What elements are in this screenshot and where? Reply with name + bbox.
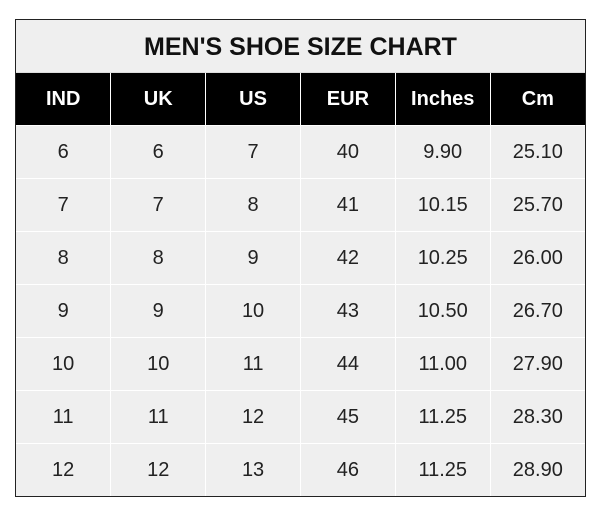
table-cell: 10.50 <box>394 284 491 338</box>
table-cell: 8 <box>16 231 111 285</box>
table-cell: 6 <box>110 125 206 179</box>
table-cell: 9.90 <box>394 125 491 179</box>
table-cell: 11.25 <box>394 443 491 496</box>
size-chart: MEN'S SHOE SIZE CHART IND UK US EUR Inches Cm… <box>15 19 586 497</box>
table-cell: 46 <box>299 443 396 496</box>
table-cell: 9 <box>110 284 206 338</box>
table-cell: 11 <box>16 390 111 444</box>
column-header: IND <box>16 73 111 126</box>
table-row: 9 9 10 43 10.50 26.70 <box>16 284 585 338</box>
table-cell: 43 <box>299 284 396 338</box>
table-cell: 8 <box>205 178 301 232</box>
header-row: IND UK US EUR Inches Cm <box>16 73 585 126</box>
size-table: IND UK US EUR Inches Cm 6 6 7 40 9.90 25.10 7 7 8 41 10… <box>16 73 585 496</box>
table-cell: 6 <box>16 125 111 179</box>
table-cell: 26.00 <box>489 231 585 285</box>
table-cell: 25.70 <box>489 178 585 232</box>
column-header: UK <box>110 73 206 126</box>
table-row: 12 12 13 46 11.25 28.90 <box>16 443 585 496</box>
table-cell: 41 <box>299 178 396 232</box>
table-cell: 9 <box>16 284 111 338</box>
table-cell: 8 <box>110 231 206 285</box>
table-row: 7 7 8 41 10.15 25.70 <box>16 178 585 232</box>
table-cell: 26.70 <box>489 284 585 338</box>
column-header: US <box>205 73 301 126</box>
table-cell: 9 <box>205 231 301 285</box>
table-cell: 25.10 <box>489 125 585 179</box>
table-cell: 12 <box>16 443 111 496</box>
column-header: Cm <box>489 73 585 126</box>
table-cell: 42 <box>299 231 396 285</box>
table-cell: 11 <box>205 337 301 391</box>
table-row: 11 11 12 45 11.25 28.30 <box>16 390 585 444</box>
table-cell: 11.00 <box>394 337 491 391</box>
table-cell: 10.15 <box>394 178 491 232</box>
table-cell: 28.90 <box>489 443 585 496</box>
chart-title: MEN'S SHOE SIZE CHART <box>16 20 585 73</box>
table-cell: 28.30 <box>489 390 585 444</box>
table-cell: 13 <box>205 443 301 496</box>
table-cell: 7 <box>205 125 301 179</box>
column-header: EUR <box>299 73 396 126</box>
column-header: Inches <box>394 73 491 126</box>
table-cell: 44 <box>299 337 396 391</box>
table-cell: 12 <box>110 443 206 496</box>
table-cell: 10 <box>110 337 206 391</box>
table-cell: 10 <box>205 284 301 338</box>
table-cell: 10 <box>16 337 111 391</box>
table-cell: 40 <box>299 125 396 179</box>
table-cell: 11.25 <box>394 390 491 444</box>
table-cell: 7 <box>16 178 111 232</box>
table-row: 6 6 7 40 9.90 25.10 <box>16 125 585 179</box>
table-cell: 12 <box>205 390 301 444</box>
table-cell: 10.25 <box>394 231 491 285</box>
table-cell: 7 <box>110 178 206 232</box>
table-row: 10 10 11 44 11.00 27.90 <box>16 337 585 391</box>
table-cell: 11 <box>110 390 206 444</box>
table-row: 8 8 9 42 10.25 26.00 <box>16 231 585 285</box>
table-cell: 45 <box>299 390 396 444</box>
table-cell: 27.90 <box>489 337 585 391</box>
